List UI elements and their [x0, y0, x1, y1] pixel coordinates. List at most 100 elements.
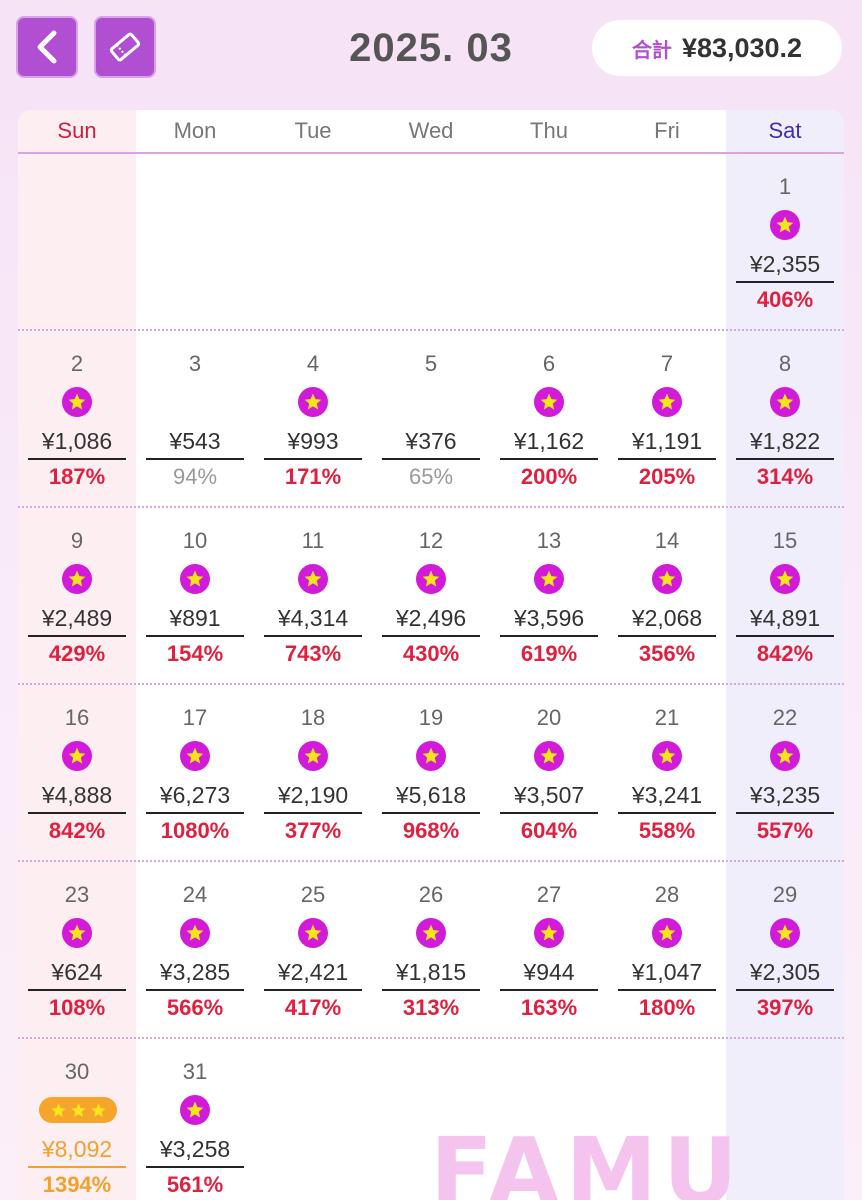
day-amount: ¥4,888 — [28, 782, 126, 814]
star-icon — [658, 393, 676, 410]
day-number: 18 — [300, 705, 326, 730]
day-number: 8 — [778, 351, 792, 376]
day-cell[interactable]: 24 ¥3,285 566% — [136, 862, 254, 1039]
day-number: 1 — [778, 174, 792, 199]
day-cell[interactable]: 14 ¥2,068 356% — [608, 508, 726, 685]
day-cell[interactable]: 22 ¥3,235 557% — [726, 685, 844, 862]
day-amount: ¥4,891 — [736, 605, 834, 637]
star-badge — [416, 918, 446, 948]
three-star-badge — [39, 1097, 117, 1123]
share-button[interactable] — [94, 16, 156, 78]
day-cell[interactable]: 26 ¥1,815 313% — [372, 862, 490, 1039]
star-icon — [540, 393, 558, 410]
day-amount: ¥1,822 — [736, 428, 834, 460]
day-percent: 604% — [520, 818, 578, 843]
star-badge — [534, 918, 564, 948]
day-cell[interactable]: 6 ¥1,162 200% — [490, 331, 608, 508]
day-amount: ¥543 — [146, 428, 244, 460]
calendar-week: 16 ¥4,888 842% 17 ¥6,273 1080% 18 ¥2,190 377% 19 ¥… — [18, 685, 844, 862]
day-percent: 429% — [48, 641, 106, 666]
day-cell[interactable]: 5 ¥376 65% — [372, 331, 490, 508]
star-badge — [770, 564, 800, 594]
day-amount: ¥2,496 — [382, 605, 480, 637]
day-number: 19 — [418, 705, 444, 730]
day-cell[interactable]: 4 ¥993 171% — [254, 331, 372, 508]
day-number: 6 — [542, 351, 556, 376]
day-cell[interactable]: 13 ¥3,596 619% — [490, 508, 608, 685]
weekday-tue: Tue — [294, 118, 332, 143]
day-number: 12 — [418, 528, 444, 553]
day-amount: ¥3,241 — [618, 782, 716, 814]
day-cell[interactable]: 19 ¥5,618 968% — [372, 685, 490, 862]
day-amount: ¥993 — [264, 428, 362, 460]
day-cell[interactable]: 18 ¥2,190 377% — [254, 685, 372, 862]
day-number: 4 — [306, 351, 320, 376]
day-percent: 356% — [638, 641, 696, 666]
day-percent: 205% — [638, 464, 696, 489]
day-number: 31 — [182, 1059, 208, 1084]
day-cell[interactable]: 30 ¥8,092 1394% — [18, 1039, 136, 1200]
star-badge — [62, 387, 92, 417]
star-badge — [62, 918, 92, 948]
weekday-sun: Sun — [57, 118, 97, 143]
empty-cell — [490, 154, 608, 331]
day-amount: ¥2,068 — [618, 605, 716, 637]
day-cell[interactable]: 20 ¥3,507 604% — [490, 685, 608, 862]
day-cell[interactable]: 1 ¥2,355 406% — [726, 154, 844, 331]
day-cell[interactable]: 11 ¥4,314 743% — [254, 508, 372, 685]
day-percent: 968% — [402, 818, 460, 843]
star-badge — [652, 741, 682, 771]
day-number: 24 — [182, 882, 208, 907]
calendar-week: 23 ¥624 108% 24 ¥3,285 566% 25 ¥2,421 417% 26 ¥1,8… — [18, 862, 844, 1039]
day-cell[interactable]: 8 ¥1,822 314% — [726, 331, 844, 508]
back-button[interactable] — [16, 16, 78, 78]
day-cell[interactable]: 29 ¥2,305 397% — [726, 862, 844, 1039]
day-number: 30 — [64, 1059, 90, 1084]
star-icon — [658, 747, 676, 764]
day-number: 29 — [772, 882, 798, 907]
day-cell[interactable]: 2 ¥1,086 187% — [18, 331, 136, 508]
day-amount: ¥6,273 — [146, 782, 244, 814]
day-cell[interactable]: 31 ¥3,258 561% — [136, 1039, 254, 1200]
total-label: 合計 — [631, 39, 672, 62]
star-badge — [416, 741, 446, 771]
day-cell[interactable]: 7 ¥1,191 205% — [608, 331, 726, 508]
star-icon — [186, 1101, 204, 1118]
day-amount: ¥376 — [382, 428, 480, 460]
day-amount: ¥1,815 — [382, 959, 480, 991]
day-cell[interactable]: 12 ¥2,496 430% — [372, 508, 490, 685]
day-cell[interactable]: 28 ¥1,047 180% — [608, 862, 726, 1039]
day-number: 11 — [301, 528, 325, 553]
day-amount: ¥944 — [500, 959, 598, 991]
star-badge — [298, 564, 328, 594]
star-badge — [534, 741, 564, 771]
day-cell[interactable]: 3 ¥543 94% — [136, 331, 254, 508]
day-cell[interactable]: 17 ¥6,273 1080% — [136, 685, 254, 862]
day-cell[interactable]: 25 ¥2,421 417% — [254, 862, 372, 1039]
star-badge — [652, 387, 682, 417]
day-amount: ¥2,305 — [736, 959, 834, 991]
day-amount: ¥2,355 — [736, 251, 834, 283]
star-icon — [50, 1102, 66, 1117]
day-cell[interactable]: 23 ¥624 108% — [18, 862, 136, 1039]
weekday-sat: Sat — [768, 118, 802, 143]
day-number: 9 — [70, 528, 84, 553]
day-cell[interactable]: 10 ¥891 154% — [136, 508, 254, 685]
star-badge — [770, 918, 800, 948]
day-amount: ¥8,092 — [28, 1136, 126, 1168]
day-amount: ¥3,258 — [146, 1136, 244, 1168]
star-badge — [180, 918, 210, 948]
day-cell[interactable]: 21 ¥3,241 558% — [608, 685, 726, 862]
day-percent: 163% — [520, 995, 578, 1020]
star-badge — [534, 387, 564, 417]
star-icon — [658, 924, 676, 941]
day-cell[interactable]: 16 ¥4,888 842% — [18, 685, 136, 862]
day-cell[interactable]: 9 ¥2,489 429% — [18, 508, 136, 685]
day-cell[interactable]: 15 ¥4,891 842% — [726, 508, 844, 685]
day-percent: 406% — [756, 287, 814, 312]
day-cell[interactable]: 27 ¥944 163% — [490, 862, 608, 1039]
calendar-week: 2 ¥1,086 187% 3 ¥543 94% 4 ¥993 171% 5 ¥376 65% 6 ¥1,… — [18, 331, 844, 508]
star-badge — [770, 210, 800, 240]
star-icon — [68, 747, 86, 764]
star-icon — [186, 570, 204, 587]
